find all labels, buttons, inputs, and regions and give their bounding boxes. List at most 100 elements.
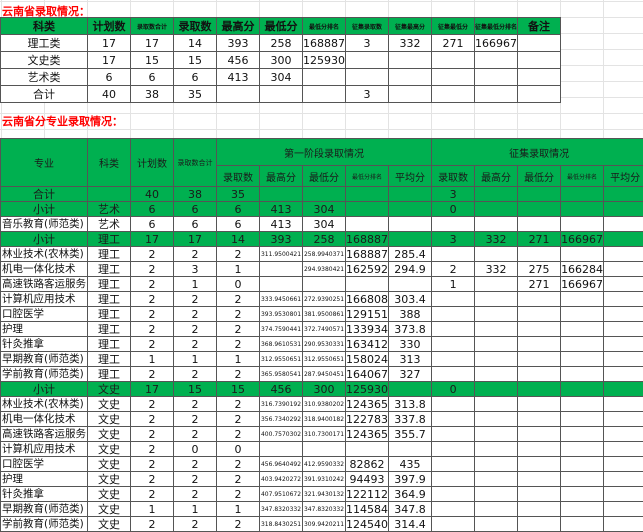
table-cell: 332 (475, 232, 518, 247)
major-name-cell: 口腔医学 (1, 457, 88, 472)
table-cell: 艺术类 (1, 69, 88, 86)
table-cell: 理工 (88, 307, 131, 322)
table-cell: 文史 (88, 442, 131, 457)
table-cell: 2 (131, 412, 174, 427)
table-cell (260, 187, 303, 202)
major-name-cell: 合计 (1, 187, 88, 202)
table-cell: 文史 (88, 487, 131, 502)
table-cell: 374.7590441 (260, 322, 303, 337)
table-cell: 15 (174, 382, 217, 397)
table-cell: 2 (174, 307, 217, 322)
table-cell: 413 (260, 217, 303, 232)
table-cell: 355.7 (389, 427, 432, 442)
table-cell: 294.9380421 (303, 262, 346, 277)
table-cell (561, 202, 604, 217)
table-cell (217, 86, 260, 103)
table-cell: 2 (217, 322, 260, 337)
table-cell: 17 (131, 382, 174, 397)
table-cell (432, 487, 475, 502)
table-cell: 122112 (346, 487, 389, 502)
table-cell: 2 (131, 292, 174, 307)
table-cell: 2 (174, 322, 217, 337)
table-cell (346, 217, 389, 232)
table-cell: 2 (174, 247, 217, 262)
table-cell (518, 472, 561, 487)
table-cell: 397.9 (389, 472, 432, 487)
table-cell: 理工 (88, 292, 131, 307)
table-cell: 14 (174, 35, 217, 52)
table-cell: 2 (131, 397, 174, 412)
table-cell: 理工 (88, 262, 131, 277)
table-cell: 0 (217, 442, 260, 457)
table-cell: 艺术 (88, 202, 131, 217)
table-cell: 6 (217, 202, 260, 217)
table-cell (432, 352, 475, 367)
table-cell: 2 (217, 427, 260, 442)
major-name-cell: 计算机应用技术 (1, 292, 88, 307)
table-cell: 413 (260, 202, 303, 217)
subheader-cell: 最低分 (518, 166, 561, 187)
subheader-cell: 录取数 (217, 166, 260, 187)
table-cell: 407.9510672 (260, 487, 303, 502)
table-cell: 3 (432, 187, 475, 202)
table-cell: 125930 (303, 52, 346, 69)
table-cell: 372.7490571 (303, 322, 346, 337)
table-cell: 258 (303, 232, 346, 247)
table-cell: 15 (174, 52, 217, 69)
table-cell (604, 187, 643, 202)
table-cell (303, 86, 346, 103)
table-cell: 166967 (561, 232, 604, 247)
major-name-cell: 高速铁路客运服务 (1, 427, 88, 442)
table-cell (604, 307, 643, 322)
table-cell (389, 382, 432, 397)
table-cell (604, 412, 643, 427)
table-cell: 124365 (346, 427, 389, 442)
table-cell (518, 337, 561, 352)
table-cell (561, 322, 604, 337)
header-cell: 备注 (518, 18, 561, 35)
table-cell: 347.8 (389, 502, 432, 517)
table-cell: 40 (88, 86, 131, 103)
table-cell: 337.8 (389, 412, 432, 427)
table-cell (604, 502, 643, 517)
table-cell: 0 (217, 277, 260, 292)
table-cell (432, 457, 475, 472)
province-admission-table: 科类计划数录取数合计录取数最高分最低分最低分排名征集录取数征集最高分征集最低分征… (0, 17, 561, 103)
major-name-cell: 计算机应用技术 (1, 442, 88, 457)
table-cell: 318.9400182 (303, 412, 346, 427)
major-name-cell: 护理 (1, 322, 88, 337)
table-cell: 2 (217, 292, 260, 307)
table-cell: 2 (217, 247, 260, 262)
table-cell (518, 322, 561, 337)
major-name-cell: 小计 (1, 202, 88, 217)
table-cell (518, 517, 561, 532)
table-cell: 365.9580541 (260, 367, 303, 382)
table-cell: 2 (174, 427, 217, 442)
table-cell (518, 86, 561, 103)
header-cell: 征集录取数 (346, 18, 389, 35)
table-cell: 271 (518, 277, 561, 292)
table-cell (561, 472, 604, 487)
table-cell: 2 (131, 337, 174, 352)
table-cell (303, 187, 346, 202)
table-cell (303, 69, 346, 86)
table-cell (475, 412, 518, 427)
table-cell (475, 502, 518, 517)
header-cell: 征集最高分 (389, 18, 432, 35)
table-cell: 2 (131, 517, 174, 532)
table-cell (346, 442, 389, 457)
major-name-cell: 高速铁路客运服务 (1, 277, 88, 292)
table-cell (260, 86, 303, 103)
section2-title: 云南省分专业录取情况： (2, 113, 123, 129)
table-cell: 1 (131, 352, 174, 367)
table-cell (475, 517, 518, 532)
table-cell: 435 (389, 457, 432, 472)
table-cell: 17 (88, 52, 131, 69)
table-cell: 14 (217, 232, 260, 247)
table-cell: 40 (131, 187, 174, 202)
subheader-cell: 最低分排名 (346, 166, 389, 187)
